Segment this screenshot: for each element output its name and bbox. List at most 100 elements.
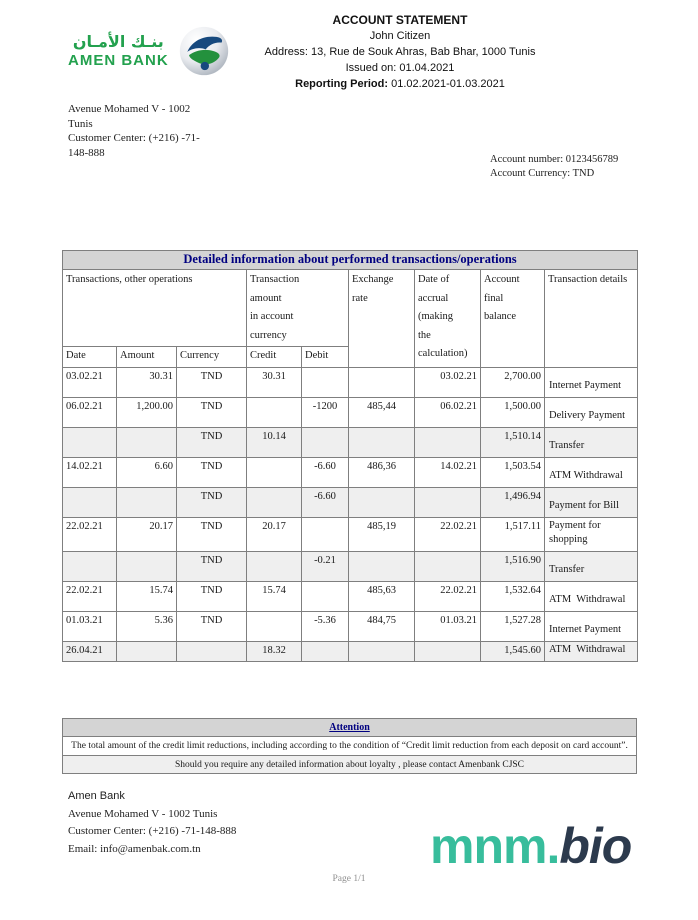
cell-currency: TND xyxy=(176,551,247,582)
cell-transaction-details: Internet Payment xyxy=(543,367,639,398)
cell-amount xyxy=(116,487,177,518)
cell-date: 22.02.21 xyxy=(62,517,117,552)
cell-credit xyxy=(246,611,302,642)
branch-address-line: Customer Center: (+216) -71- xyxy=(68,132,200,144)
cell-debit xyxy=(301,367,349,398)
branch-address-line: Avenue Mohamed V - 1002 xyxy=(68,103,191,115)
cell-currency: TND xyxy=(176,517,247,552)
footer-customer-center: Customer Center: (+216) -71-148-888 xyxy=(68,825,237,837)
cell-exchange-rate xyxy=(348,551,415,582)
transaction-row: 06.02.21 1,200.00 TND -1200 485,44 06.02… xyxy=(62,397,639,428)
footer-address: Avenue Mohamed V - 1002 Tunis xyxy=(68,807,218,820)
cell-currency: TND xyxy=(176,457,247,488)
cell-amount: 20.17 xyxy=(116,517,177,552)
cell-final-balance: 1,496.94 xyxy=(480,487,545,518)
header-debit: Debit xyxy=(301,346,349,368)
customer-name: John Citizen xyxy=(369,30,431,42)
bank-logo-wordmark: بنـك الأمـان AMEN BANK xyxy=(68,32,169,70)
account-number: Account number: 0123456789 xyxy=(490,154,619,165)
header-date: Date xyxy=(62,346,117,368)
transaction-row: TND -6.60 1,496.94 Payment for Bill xyxy=(62,487,639,518)
header-amount: Amount xyxy=(116,346,177,368)
attention-title: Attention xyxy=(62,718,637,737)
table-header-row-1: Transactions, other operations Transacti… xyxy=(62,269,639,368)
cell-accrual-date xyxy=(414,427,481,458)
reporting-period-label: Reporting Period: xyxy=(295,78,389,90)
transaction-row: TND -0.21 1,516.90 Transfer xyxy=(62,551,639,582)
cell-debit: -5.36 xyxy=(301,611,349,642)
cell-credit: 18.32 xyxy=(246,641,302,662)
cell-amount: 5.36 xyxy=(116,611,177,642)
cell-exchange-rate: 485,44 xyxy=(348,397,415,428)
cell-date xyxy=(62,487,117,518)
cell-currency: TND xyxy=(176,427,247,458)
cell-credit: 15.74 xyxy=(246,581,302,612)
cell-credit xyxy=(246,551,302,582)
cell-debit xyxy=(301,641,349,662)
statement-header: ACCOUNT STATEMENT John Citizen Address: … xyxy=(150,12,650,92)
cell-transaction-details: Transfer xyxy=(543,427,639,458)
transactions-table: Detailed information about performed tra… xyxy=(61,250,639,662)
transaction-row: 03.02.21 30.31 TND 30.31 03.02.21 2,700.… xyxy=(62,367,639,398)
header-transactions-group: Transactions, other operations xyxy=(62,269,247,347)
cell-credit xyxy=(246,457,302,488)
watermark-mnm: mnm. xyxy=(430,818,560,874)
attention-line-2: Should you require any detailed informat… xyxy=(62,755,637,774)
cell-exchange-rate xyxy=(348,427,415,458)
branch-address-line: 148-888 xyxy=(68,146,105,159)
cell-credit: 20.17 xyxy=(246,517,302,552)
statement-title: ACCOUNT STATEMENT xyxy=(332,13,468,27)
header-credit: Credit xyxy=(246,346,302,368)
cell-debit: -6.60 xyxy=(301,487,349,518)
reporting-period-value: 01.02.2021-01.03.2021 xyxy=(391,78,505,90)
attention-line-1-row: The total amount of the credit limit red… xyxy=(62,736,637,756)
cell-debit: -1200 xyxy=(301,397,349,428)
cell-exchange-rate xyxy=(348,641,415,662)
cell-accrual-date: 03.02.21 xyxy=(414,367,481,398)
table-title-row: Detailed information about performed tra… xyxy=(61,250,639,270)
header-amount-group: Transaction amount in account currency xyxy=(246,269,349,347)
footer-contact-block: Amen Bank Avenue Mohamed V - 1002 Tunis … xyxy=(68,790,236,860)
cell-date: 22.02.21 xyxy=(62,581,117,612)
cell-date xyxy=(62,427,117,458)
cell-amount xyxy=(116,427,177,458)
transaction-row: 22.02.21 15.74 TND 15.74 485,63 22.02.21… xyxy=(62,581,639,612)
cell-transaction-details: Transfer xyxy=(543,551,639,582)
header-transaction-details: Transaction details xyxy=(543,269,639,368)
transaction-row: 22.02.21 20.17 TND 20.17 485,19 22.02.21… xyxy=(62,517,639,552)
branch-address-line: Tunis xyxy=(68,117,93,130)
attention-title-row: Attention xyxy=(62,718,637,737)
cell-accrual-date: 01.03.21 xyxy=(414,611,481,642)
branch-address: Avenue Mohamed V - 1002 Tunis Customer C… xyxy=(68,102,200,160)
attention-box: Attention The total amount of the credit… xyxy=(62,718,637,774)
cell-final-balance: 1,510.14 xyxy=(480,427,545,458)
cell-accrual-date xyxy=(414,641,481,662)
table-title: Detailed information about performed tra… xyxy=(61,250,639,270)
cell-debit: -0.21 xyxy=(301,551,349,582)
cell-accrual-date xyxy=(414,551,481,582)
bank-logo: بنـك الأمـان AMEN BANK xyxy=(68,26,229,76)
cell-date: 01.03.21 xyxy=(62,611,117,642)
cell-exchange-rate: 485,63 xyxy=(348,581,415,612)
cell-transaction-details: ATM Withdrawal xyxy=(543,457,639,488)
cell-accrual-date: 14.02.21 xyxy=(414,457,481,488)
cell-transaction-details: ATM Withdrawal xyxy=(543,581,639,612)
transaction-row: 14.02.21 6.60 TND -6.60 486,36 14.02.21 … xyxy=(62,457,639,488)
cell-currency xyxy=(176,641,247,662)
cell-currency: TND xyxy=(176,581,247,612)
cell-final-balance: 1,532.64 xyxy=(480,581,545,612)
account-info: Account number: 0123456789 Account Curre… xyxy=(490,153,618,180)
watermark-bio: bio xyxy=(559,818,632,874)
cell-accrual-date: 22.02.21 xyxy=(414,517,481,552)
cell-exchange-rate: 486,36 xyxy=(348,457,415,488)
transaction-row: 01.03.21 5.36 TND -5.36 484,75 01.03.21 … xyxy=(62,611,639,642)
cell-accrual-date xyxy=(414,487,481,518)
account-currency: Account Currency: TND xyxy=(490,167,595,179)
cell-date xyxy=(62,551,117,582)
footer-email: Email: info@amenbak.com.tn xyxy=(68,842,201,855)
cell-credit: 10.14 xyxy=(246,427,302,458)
reporting-period: Reporting Period: 01.02.2021-01.03.2021 xyxy=(150,76,650,92)
cell-debit xyxy=(301,581,349,612)
attention-line-2-row: Should you require any detailed informat… xyxy=(62,755,637,774)
